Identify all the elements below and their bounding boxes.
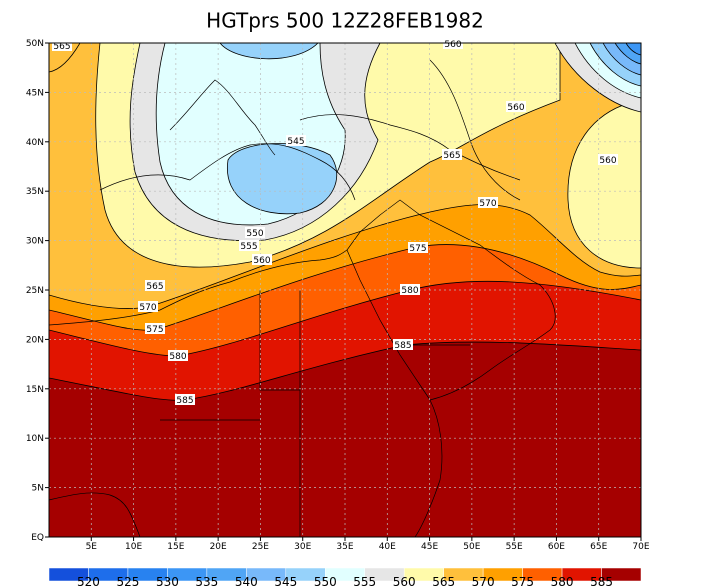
contour-label-box bbox=[138, 301, 158, 312]
colorbar-label: 565 bbox=[432, 575, 455, 587]
contour-label: 585 bbox=[176, 396, 193, 406]
contour-label-box bbox=[52, 40, 72, 51]
lat-tick-label: 25N bbox=[26, 286, 44, 296]
contour-label-box bbox=[252, 254, 272, 265]
lon-tick-label: 45E bbox=[421, 542, 438, 552]
lon-tick-label: 10E bbox=[125, 542, 142, 552]
lat-tick-label: 35N bbox=[26, 187, 44, 197]
coastlines bbox=[49, 59, 556, 537]
coastline bbox=[429, 59, 521, 201]
coastline bbox=[49, 492, 141, 537]
coastline bbox=[169, 79, 276, 156]
contour-label: 560 bbox=[507, 103, 524, 113]
colorbar: 520 525 530 535 540 545 550 555 560 565 570 575 580 5… bbox=[48, 567, 642, 587]
contour-label-box bbox=[408, 242, 428, 253]
lat-tick-label: 20N bbox=[26, 335, 44, 345]
contour-label: 555 bbox=[240, 242, 257, 252]
contour-labels: 565 560 560 560 545 565 570 550 555 560 575 565 570 5… bbox=[52, 38, 618, 406]
contour-band bbox=[219, 43, 319, 60]
contour-label: 570 bbox=[139, 303, 156, 313]
lon-tick-label: 30E bbox=[294, 542, 311, 552]
colorbar-label: 555 bbox=[353, 575, 376, 587]
contour-label-box bbox=[145, 280, 165, 291]
contour-label-box bbox=[598, 154, 618, 165]
coastline bbox=[414, 399, 443, 537]
contour-band bbox=[567, 99, 641, 269]
colorbar-label: 530 bbox=[156, 575, 179, 587]
colorbar-label: 525 bbox=[116, 575, 139, 587]
lat-tick-label: EQ bbox=[31, 533, 44, 543]
contour-label-box bbox=[168, 350, 188, 361]
colorbar-label: 545 bbox=[274, 575, 297, 587]
contour-label: 580 bbox=[169, 352, 186, 362]
lat-tick-label: 10N bbox=[26, 434, 44, 444]
colorbar-label: 540 bbox=[235, 575, 258, 587]
lat-tick-label: 45N bbox=[26, 88, 44, 98]
lon-tick-label: 60E bbox=[548, 542, 565, 552]
lat-tick-label: 40N bbox=[26, 138, 44, 148]
colorbar-swatch bbox=[601, 567, 642, 582]
contour-label: 560 bbox=[444, 40, 461, 50]
title: HGTprs 500 12Z28FEB1982 bbox=[206, 9, 484, 33]
lon-tick-label: 15E bbox=[167, 542, 184, 552]
lat-tick-label: 50N bbox=[26, 39, 44, 49]
contour-label: 565 bbox=[146, 282, 163, 292]
contour-label: 585 bbox=[394, 341, 411, 351]
graticule bbox=[49, 43, 641, 537]
coastline bbox=[99, 143, 356, 201]
colorbar-label: 520 bbox=[77, 575, 100, 587]
contour-label-box bbox=[145, 323, 165, 334]
lon-tick-label: 55E bbox=[506, 542, 523, 552]
contour-label: 575 bbox=[409, 244, 426, 254]
colorbar-label: 550 bbox=[314, 575, 337, 587]
contour-label: 545 bbox=[287, 137, 304, 147]
lat-tick-label: 30N bbox=[26, 237, 44, 247]
lat-tick-label: 15N bbox=[26, 385, 44, 395]
contour-label-box bbox=[506, 101, 526, 112]
contour-label-box bbox=[442, 149, 462, 160]
coastline bbox=[299, 114, 521, 181]
lon-tick-label: 70E bbox=[632, 542, 649, 552]
contour-label-box bbox=[393, 339, 413, 350]
contour-label-box bbox=[239, 240, 259, 251]
lon-tick-label: 35E bbox=[336, 542, 353, 552]
contour-band bbox=[625, 43, 641, 56]
contour-label-box bbox=[175, 394, 195, 405]
lon-tick-label: 40E bbox=[379, 542, 396, 552]
coastline bbox=[49, 249, 348, 326]
contour-label: 580 bbox=[401, 286, 418, 296]
lon-tick-label: 20E bbox=[210, 542, 227, 552]
contour-label: 550 bbox=[246, 229, 263, 239]
contour-label-box bbox=[245, 227, 265, 238]
colorbar-label: 560 bbox=[393, 575, 416, 587]
colorbar-label: 535 bbox=[195, 575, 218, 587]
lon-tick-label: 5E bbox=[86, 542, 98, 552]
lat-tick-label: 5N bbox=[32, 484, 44, 494]
colorbar-label: 585 bbox=[590, 575, 613, 587]
contour-label: 575 bbox=[146, 325, 163, 335]
contour-label: 570 bbox=[479, 199, 496, 209]
axes: 5E 10E 15E 20E 25E 30E 35E 40E 45E 50E 55E 60E 65E 70… bbox=[26, 39, 650, 552]
contour-label: 560 bbox=[253, 256, 270, 266]
contour-label-box bbox=[478, 197, 498, 208]
colorbar-label: 580 bbox=[551, 575, 574, 587]
contour-label-box bbox=[400, 284, 420, 295]
lon-tick-label: 25E bbox=[252, 542, 269, 552]
colorbar-label: 575 bbox=[511, 575, 534, 587]
lon-tick-label: 65E bbox=[590, 542, 607, 552]
colorbar-label: 570 bbox=[472, 575, 495, 587]
contour-label: 565 bbox=[53, 42, 70, 52]
contour-label: 560 bbox=[599, 156, 616, 166]
border bbox=[160, 290, 470, 537]
contour-label: 565 bbox=[443, 151, 460, 161]
lon-tick-label: 50E bbox=[463, 542, 480, 552]
contour-label-box bbox=[286, 135, 306, 146]
